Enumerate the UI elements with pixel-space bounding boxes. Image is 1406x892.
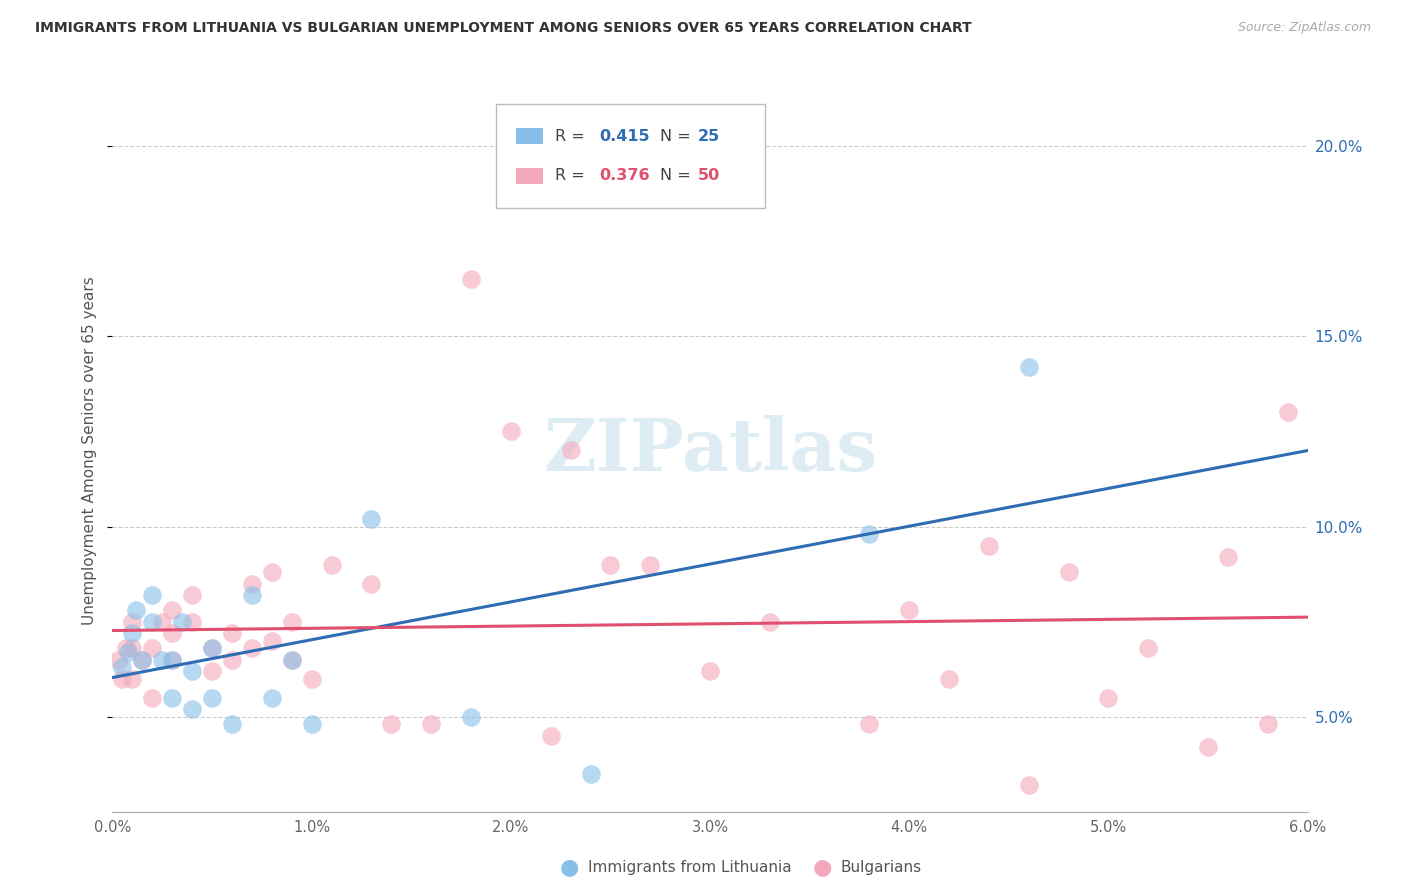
Point <box>977 539 1000 553</box>
Point <box>181 588 204 602</box>
Point <box>540 729 562 743</box>
Text: 0.376: 0.376 <box>599 169 650 184</box>
FancyBboxPatch shape <box>516 128 543 145</box>
Text: N =: N = <box>659 169 696 184</box>
Point <box>162 690 183 705</box>
Point <box>221 717 243 731</box>
Point <box>115 641 138 656</box>
Point <box>121 626 143 640</box>
Point <box>201 641 224 656</box>
Point <box>1018 359 1040 374</box>
Point <box>460 272 482 286</box>
Point <box>858 527 880 541</box>
Point <box>898 603 921 617</box>
Point <box>111 672 134 686</box>
Point <box>579 766 602 780</box>
Point <box>321 558 343 572</box>
Point <box>1097 690 1119 705</box>
Text: Bulgarians: Bulgarians <box>841 860 922 874</box>
Point <box>699 664 721 678</box>
Point <box>141 588 163 602</box>
Text: ●: ● <box>560 857 579 877</box>
Point <box>281 615 304 629</box>
Point <box>360 512 382 526</box>
Text: 0.415: 0.415 <box>599 128 650 144</box>
Point <box>125 603 148 617</box>
Y-axis label: Unemployment Among Seniors over 65 years: Unemployment Among Seniors over 65 years <box>82 277 97 624</box>
Point <box>131 652 153 666</box>
Point <box>162 652 183 666</box>
Point <box>301 717 323 731</box>
Point <box>301 672 323 686</box>
Point <box>260 633 283 648</box>
Point <box>240 588 263 602</box>
Point <box>221 652 243 666</box>
Point <box>150 652 173 666</box>
Point <box>172 615 194 629</box>
Point <box>150 615 173 629</box>
Point <box>240 641 263 656</box>
Point <box>640 558 662 572</box>
Point <box>201 641 224 656</box>
Point <box>107 652 129 666</box>
Text: Source: ZipAtlas.com: Source: ZipAtlas.com <box>1237 21 1371 34</box>
Point <box>201 664 224 678</box>
Point <box>162 626 183 640</box>
Text: IMMIGRANTS FROM LITHUANIA VS BULGARIAN UNEMPLOYMENT AMONG SENIORS OVER 65 YEARS : IMMIGRANTS FROM LITHUANIA VS BULGARIAN U… <box>35 21 972 35</box>
Point <box>1197 740 1219 755</box>
Point <box>121 615 143 629</box>
FancyBboxPatch shape <box>496 103 765 209</box>
Text: Immigrants from Lithuania: Immigrants from Lithuania <box>588 860 792 874</box>
Point <box>1057 565 1080 579</box>
Point <box>201 690 224 705</box>
Point <box>131 652 153 666</box>
Point <box>141 641 163 656</box>
Point <box>858 717 880 731</box>
Text: ●: ● <box>813 857 832 877</box>
Point <box>1216 549 1239 564</box>
Text: 25: 25 <box>699 128 720 144</box>
Text: N =: N = <box>659 128 696 144</box>
Point <box>141 615 163 629</box>
Point <box>360 576 382 591</box>
Point <box>260 565 283 579</box>
Point <box>420 717 443 731</box>
Point <box>141 690 163 705</box>
Point <box>181 664 204 678</box>
Text: ZIPatlas: ZIPatlas <box>543 415 877 486</box>
Point <box>281 652 304 666</box>
Text: R =: R = <box>555 169 589 184</box>
Point <box>1277 405 1299 419</box>
Point <box>1137 641 1160 656</box>
Point <box>240 576 263 591</box>
Text: 50: 50 <box>699 169 720 184</box>
Point <box>117 645 139 659</box>
Point <box>221 626 243 640</box>
Point <box>560 443 582 458</box>
FancyBboxPatch shape <box>516 168 543 184</box>
Point <box>162 652 183 666</box>
Point <box>181 702 204 716</box>
Point <box>121 672 143 686</box>
Point <box>181 615 204 629</box>
Point <box>380 717 402 731</box>
Point <box>121 641 143 656</box>
Point <box>1257 717 1279 731</box>
Point <box>938 672 960 686</box>
Point <box>111 660 134 674</box>
Point <box>499 425 522 439</box>
Point <box>460 709 482 723</box>
Point <box>759 615 782 629</box>
Text: R =: R = <box>555 128 589 144</box>
Point <box>162 603 183 617</box>
Point <box>260 690 283 705</box>
Point <box>1018 778 1040 792</box>
Point <box>281 652 304 666</box>
Point <box>599 558 621 572</box>
